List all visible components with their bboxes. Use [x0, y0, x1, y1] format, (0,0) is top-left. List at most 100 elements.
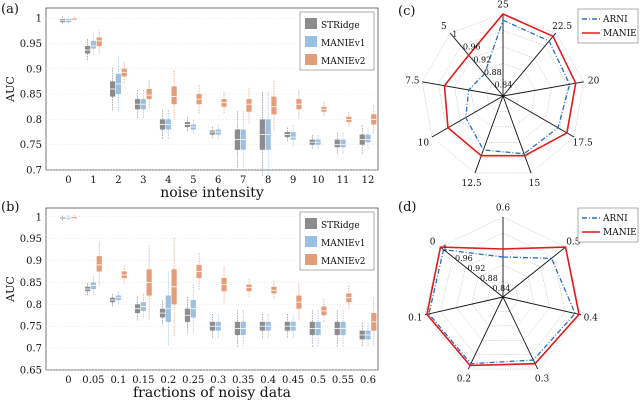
panel-c-axis-label: 20: [588, 77, 600, 87]
panel-c-grid-ring: [470, 62, 536, 128]
panel-a-x-tick-label: 8: [265, 175, 271, 186]
panel-b-boxplot: (b) 0.65 0.7 0.75 0.8 0.85 0.9 0.95 1 0 0.05 0.1 0.…: [1, 200, 379, 401]
panel-c-radial-tick-label: 0.88: [484, 68, 502, 77]
panel-a-label: (a): [1, 2, 19, 17]
panel-c-legend-label-arni: ARNI: [602, 15, 628, 25]
panel-a-x-tick-label: 12: [362, 175, 375, 186]
panel-c-radial-tick-label: 0.92: [473, 55, 491, 64]
panel-d-axis-label: 0.2: [457, 375, 471, 385]
panel-c-spoke: [474, 95, 504, 174]
panel-a-box: [365, 134, 371, 143]
panel-d-spoke: [440, 246, 504, 298]
panel-b-legend: STRidge MANIEv1 MANIEv2: [299, 211, 375, 271]
panel-a-box: [96, 37, 102, 46]
panel-d-legend: ARNI MANIE: [577, 207, 639, 243]
panel-c-series-manie: [443, 13, 577, 157]
panel-a-box: [246, 99, 252, 112]
panel-a-legend: STRidge MANIEv1 MANIEv2: [299, 11, 375, 71]
panel-c-radial-tick-label: 0.96: [463, 43, 481, 52]
panel-a-x-tick-label: 9: [290, 175, 296, 186]
panel-d-axis-label: 0.6: [496, 204, 511, 214]
panel-c-legend-box: [577, 8, 639, 44]
panel-a-box: [209, 130, 216, 135]
panel-d-label: (d): [398, 200, 416, 215]
panel-d-spoke: [467, 296, 504, 370]
panel-a-y-tick-label: 0.9: [26, 64, 42, 75]
panel-c-axis-label: 17.5: [573, 139, 593, 149]
panel-b-legend-label-maniev2: MANIEv2: [321, 257, 366, 267]
panel-d-radar: (d) 0.6 0.5 0.4 0.3 0.2 0.1 01 0.960.920.880.84…: [398, 200, 639, 385]
panel-b-legend-label-stridge: STRidge: [321, 221, 360, 231]
panel-d-radial-tick-label: 0.84: [492, 284, 510, 293]
panel-a-x-tick-label: 5: [190, 175, 196, 186]
panel-d-series-manie: [426, 246, 580, 367]
panel-b-x-tick-label: 0.2: [160, 375, 176, 386]
panel-c-radar: (c) 25 22.5 20 17.5 15 12.5 10 7.5 51 0.96 0.92 0.8…: [398, 1, 639, 189]
panel-a-box: [171, 86, 177, 105]
panel-c-axis-label: 22.5: [552, 22, 572, 32]
panel-c-spoke: [502, 95, 575, 138]
panel-b-x-tick-label: 0.45: [282, 375, 304, 386]
panel-d-spoke: [502, 246, 566, 298]
panel-b-x-tick-label: 0.05: [82, 375, 104, 386]
panel-c-grid-ring: [454, 46, 552, 143]
panel-c-axis-label: 5: [441, 22, 447, 32]
panel-a-y-tick-label: 0.75: [20, 140, 42, 151]
panel-c-radial-tick-label: 1: [452, 30, 457, 39]
panel-b-legend-swatch-maniev2: [305, 254, 317, 265]
panel-d-legend-label-manie: MANIE: [603, 228, 637, 238]
panel-b-y-tick-label: 0.95: [20, 234, 42, 245]
panel-b-x-tick-label: 0.55: [332, 375, 354, 386]
panel-c-spoke: [422, 81, 504, 97]
panel-a-y-axis-label: AUC: [4, 76, 17, 103]
panel-a-x-tick-label: 10: [312, 175, 325, 186]
panel-a-legend-swatch-maniev1: [305, 36, 317, 47]
panel-a-box: [271, 96, 277, 115]
panel-c-label: (c): [398, 4, 415, 19]
panel-a-y-tick-label: 0.95: [20, 39, 42, 50]
panel-c-spoke: [502, 95, 532, 174]
panel-d-axis-label: 0.4: [584, 314, 599, 324]
panel-b-x-tick-label: 0.35: [232, 375, 254, 386]
panel-b-x-tick-label: 0.3: [210, 375, 226, 386]
panel-a-y-tick-label: 0.85: [20, 90, 42, 101]
panel-b-box: [71, 216, 77, 219]
panel-a-box: [290, 132, 296, 140]
panel-a-legend-swatch-maniev2: [305, 54, 317, 65]
panel-d-spoke: [502, 296, 539, 370]
panel-a-x-tick-label: 3: [140, 175, 146, 186]
panel-d-legend-label-arni: ARNI: [602, 214, 628, 224]
panel-a-x-tick-label: 6: [215, 175, 221, 186]
panel-c-series-arni: [465, 19, 571, 155]
panel-d-legend-box: [577, 207, 639, 243]
panel-d-radial-tick-label: 1: [442, 244, 447, 253]
panel-c-grid-ring: [486, 79, 520, 112]
panel-a-x-tick-label: 11: [337, 175, 350, 186]
panel-b-plot-frame: [45, 207, 379, 371]
panel-b-y-tick-label: 0.75: [20, 322, 42, 333]
panel-d-spoke: [502, 296, 582, 316]
panel-b-y-tick-label: 0.85: [20, 278, 42, 289]
panel-c-axis-label: 15: [529, 179, 541, 189]
panel-d-axis-label: 0.3: [535, 375, 550, 385]
panel-d-grid-ring: [487, 280, 519, 312]
panel-b-y-tick-label: 0.65: [20, 366, 42, 377]
panel-b-x-tick-label: 0.15: [132, 375, 154, 386]
panel-d-radial-tick-label: 0.88: [480, 274, 498, 283]
panel-b-y-tick-label: 0.7: [26, 344, 42, 355]
panel-a-box: [340, 139, 346, 148]
panel-a-legend-label-maniev2: MANIEv2: [321, 57, 366, 67]
panel-b-y-axis-label: AUC: [4, 276, 17, 303]
panel-d-radial-tick-label: 0.96: [455, 254, 473, 263]
panel-c-spoke: [431, 95, 504, 138]
panel-c-legend: ARNI MANIE: [577, 8, 639, 44]
panel-a-x-tick-label: 1: [90, 175, 96, 186]
panel-a-x-tick-label: 7: [240, 175, 246, 186]
panel-c-axis-label: 25: [497, 1, 509, 11]
panel-a-box: [334, 139, 340, 148]
panel-a-y-tick-label: 1: [36, 14, 42, 25]
panel-a-y-tick-label: 0.8: [26, 115, 42, 126]
panel-d-spoke: [424, 296, 504, 316]
